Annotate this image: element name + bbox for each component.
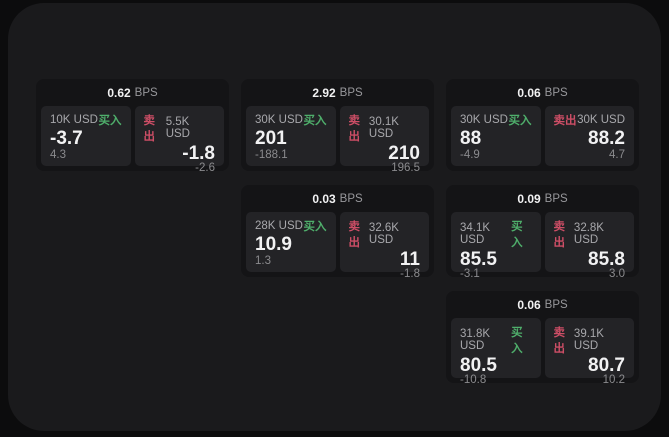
buy-price: 201 [255, 128, 287, 150]
sell-sub-value: 3.0 [609, 268, 625, 277]
buy-amount: 28K USD [255, 220, 303, 232]
bps-value: 0.62 [107, 85, 131, 100]
buy-side-label: 买入 [511, 327, 523, 355]
sell-price: 80.7 [588, 355, 625, 376]
bps-unit-label: BPS [339, 86, 363, 99]
sell-amount: 30K USD [577, 114, 625, 126]
card-header: 0.06 BPS [446, 79, 639, 106]
buy-quote-panel[interactable]: 31.8K USD 买入 80.5 -10.8 [451, 318, 541, 383]
buy-price: -3.7 [50, 128, 83, 150]
bps-unit-label: BPS [544, 298, 568, 311]
sell-amount: 32.8K USD [573, 222, 604, 246]
sell-sub-value: 196.5 [391, 162, 420, 171]
quote-card: 0.06 BPS 31.8K USD 买入 80.5 -10.8 卖出 39.1… [446, 291, 639, 383]
buy-quote-panel[interactable]: 34.1K USD 买入 85.5 -3.1 [451, 212, 541, 277]
buy-sub-value: -188.1 [255, 148, 288, 161]
sell-side-label: 卖出 [348, 115, 361, 143]
buy-quote-panel[interactable]: 28K USD 买入 10.9 1.3 [246, 212, 336, 272]
sell-sub-value: -2.6 [195, 162, 215, 171]
buy-sub-value: 4.3 [50, 148, 66, 161]
sell-amount: 32.6K USD [368, 222, 399, 246]
buy-quote-panel[interactable]: 30K USD 买入 88 -4.9 [451, 106, 541, 166]
sell-side-label: 卖出 [553, 115, 577, 127]
buy-side-label: 买入 [303, 221, 327, 233]
buy-amount: 30K USD [460, 114, 508, 126]
quote-card: 0.62 BPS 10K USD 买入 -3.7 4.3 卖出 5.5K USD… [36, 79, 229, 171]
app-container: 0.62 BPS 10K USD 买入 -3.7 4.3 卖出 5.5K USD… [8, 3, 661, 431]
bps-value: 0.06 [517, 297, 541, 312]
quote-card: 0.06 BPS 30K USD 买入 88 -4.9 卖出 30K USD 8… [446, 79, 639, 171]
buy-price: 85.5 [460, 249, 497, 270]
buy-side-label: 买入 [98, 115, 122, 127]
buy-amount: 10K USD [50, 114, 98, 126]
sell-side-label: 卖出 [553, 221, 566, 249]
sell-price: 85.8 [588, 249, 625, 270]
quote-card: 2.92 BPS 30K USD 买入 201 -188.1 卖出 30.1K … [241, 79, 434, 171]
sell-side-label: 卖出 [143, 115, 156, 143]
buy-price: 10.9 [255, 234, 292, 256]
buy-sub-value: -10.8 [460, 374, 487, 383]
buy-sub-value: -4.9 [460, 148, 480, 161]
sell-quote-panel[interactable]: 卖出 39.1K USD 80.7 10.2 [544, 318, 634, 383]
sell-quote-panel[interactable]: 卖出 32.6K USD 11 -1.8 [339, 212, 429, 277]
sell-amount: 5.5K USD [165, 116, 190, 140]
buy-side-label: 买入 [303, 115, 327, 127]
bps-unit-label: BPS [339, 192, 363, 205]
sell-quote-panel[interactable]: 卖出 30K USD 88.2 4.7 [544, 106, 634, 166]
sell-price: 88.2 [588, 128, 625, 150]
buy-price: 80.5 [460, 355, 497, 376]
sell-sub-value: 4.7 [609, 148, 625, 161]
bps-unit-label: BPS [544, 86, 568, 99]
card-header: 0.03 BPS [241, 185, 434, 212]
card-header: 0.09 BPS [446, 185, 639, 212]
sell-sub-value: -1.8 [400, 268, 420, 277]
bps-unit-label: BPS [544, 192, 568, 205]
buy-amount: 30K USD [255, 114, 303, 126]
bps-value: 0.06 [517, 85, 541, 100]
sell-quote-panel[interactable]: 卖出 32.8K USD 85.8 3.0 [544, 212, 634, 277]
bps-unit-label: BPS [134, 86, 158, 99]
buy-price: 88 [460, 128, 482, 150]
sell-price: 210 [388, 143, 420, 164]
bps-value: 0.09 [517, 191, 541, 206]
buy-amount: 31.8K USD [460, 328, 491, 352]
sell-amount: 30.1K USD [368, 116, 399, 140]
bps-value: 0.03 [312, 191, 336, 206]
card-header: 0.62 BPS [36, 79, 229, 106]
buy-side-label: 买入 [511, 221, 523, 249]
sell-quote-panel[interactable]: 卖出 5.5K USD -1.8 -2.6 [134, 106, 224, 171]
card-header: 0.06 BPS [446, 291, 639, 318]
sell-price: -1.8 [182, 143, 215, 164]
buy-quote-panel[interactable]: 30K USD 买入 201 -188.1 [246, 106, 336, 166]
buy-sub-value: 1.3 [255, 254, 271, 267]
card-header: 2.92 BPS [241, 79, 434, 106]
buy-sub-value: -3.1 [460, 268, 480, 277]
sell-side-label: 卖出 [553, 327, 566, 355]
sell-side-label: 卖出 [348, 221, 361, 249]
sell-quote-panel[interactable]: 卖出 30.1K USD 210 196.5 [339, 106, 429, 171]
bps-value: 2.92 [312, 85, 336, 100]
sell-amount: 39.1K USD [573, 328, 604, 352]
buy-quote-panel[interactable]: 10K USD 买入 -3.7 4.3 [41, 106, 131, 166]
quote-card: 0.09 BPS 34.1K USD 买入 85.5 -3.1 卖出 32.8K… [446, 185, 639, 277]
buy-side-label: 买入 [508, 115, 532, 127]
sell-price: 11 [399, 249, 420, 270]
buy-amount: 34.1K USD [460, 222, 491, 246]
sell-sub-value: 10.2 [602, 374, 625, 383]
quote-card: 0.03 BPS 28K USD 买入 10.9 1.3 卖出 32.6K US… [241, 185, 434, 277]
